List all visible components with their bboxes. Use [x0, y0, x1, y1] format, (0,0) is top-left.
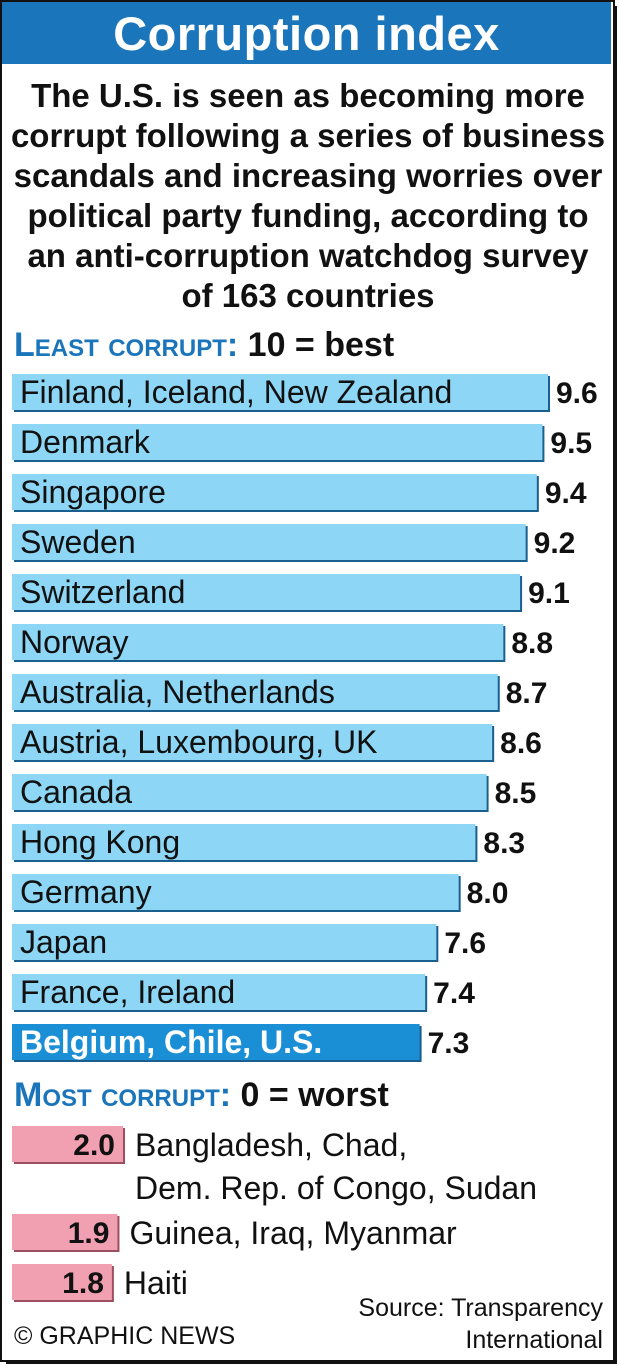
least-corrupt-heading: Least corrupt: 10 = best [14, 325, 394, 365]
bar-value-label: 1.8 [62, 1267, 104, 1300]
bar [12, 874, 459, 910]
bar [12, 474, 537, 510]
bar-category-label: Germany [20, 874, 152, 910]
most-corrupt-heading: Most corrupt: 0 = worst [14, 1075, 389, 1115]
bar-value-label: 7.4 [433, 977, 475, 1010]
bar-category-label: Guinea, Iraq, Myanmar [129, 1215, 457, 1251]
bar-category-label: Haiti [124, 1265, 188, 1301]
bar-value-label: 9.4 [545, 477, 587, 510]
most-corrupt-note: 0 = worst [240, 1076, 389, 1114]
bar-value-label: 8.8 [511, 627, 553, 660]
bar [12, 524, 526, 560]
bar-category-label: Switzerland [20, 574, 185, 610]
bar-value-label: 8.5 [495, 777, 537, 810]
bar [12, 374, 548, 410]
bar-value-label: 9.1 [528, 577, 570, 610]
chart-title: Corruption index [2, 2, 611, 64]
bar-category-label: Sweden [20, 524, 136, 560]
bar [12, 1264, 112, 1300]
bar-category-label: Canada [20, 774, 132, 810]
least-corrupt-label: Least corrupt: [14, 326, 239, 364]
bar-value-label: 9.6 [556, 377, 598, 410]
bar-category-label: Japan [20, 924, 107, 960]
bar-category-label: Bangladesh, Chad, [135, 1127, 407, 1163]
most-corrupt-label: Most corrupt: [14, 1076, 232, 1114]
bar-category-label: Singapore [20, 474, 166, 510]
bar-category-label: France, Ireland [20, 974, 235, 1010]
bar [12, 974, 426, 1010]
bar-value-label: 7.6 [444, 927, 486, 960]
bar-category-label: Finland, Iceland, New Zealand [20, 374, 452, 410]
least-corrupt-note: 10 = best [247, 326, 395, 364]
source-text: Source: Transparency International [358, 1294, 603, 1354]
bar [12, 824, 476, 860]
bar-value-label: 9.2 [534, 527, 576, 560]
bar [12, 724, 493, 760]
bar [12, 574, 521, 610]
bar-category-label: Dem. Rep. of Congo, Sudan [135, 1170, 537, 1206]
bar [12, 774, 487, 810]
bar-value-label: 8.7 [506, 677, 548, 710]
bar-value-label: 8.0 [467, 877, 509, 910]
bar [12, 1126, 123, 1162]
credit-text: © GRAPHIC NEWS [14, 1322, 236, 1350]
bar-category-label: Hong Kong [20, 824, 180, 860]
bar [12, 1024, 420, 1060]
bar-category-label: Norway [20, 624, 128, 660]
bar [12, 424, 543, 460]
bar-value-label: 7.3 [428, 1027, 470, 1060]
bar-value-label: 8.3 [483, 827, 525, 860]
bar-category-label: Denmark [20, 424, 151, 460]
bar [12, 1214, 118, 1250]
bar-value-label: 9.5 [550, 427, 592, 460]
bar-category-label: Belgium, Chile, U.S. [20, 1024, 322, 1060]
bar [12, 924, 437, 960]
bar-value-label: 8.6 [500, 727, 542, 760]
intro-text: The U.S. is seen as becoming more corrup… [10, 77, 606, 314]
bar-category-label: Australia, Netherlands [20, 674, 335, 710]
bar-value-label: 1.9 [68, 1217, 110, 1250]
bar [12, 674, 498, 710]
bar-value-label: 2.0 [73, 1129, 115, 1162]
bar-category-label: Austria, Luxembourg, UK [20, 724, 378, 760]
bar [12, 624, 504, 660]
